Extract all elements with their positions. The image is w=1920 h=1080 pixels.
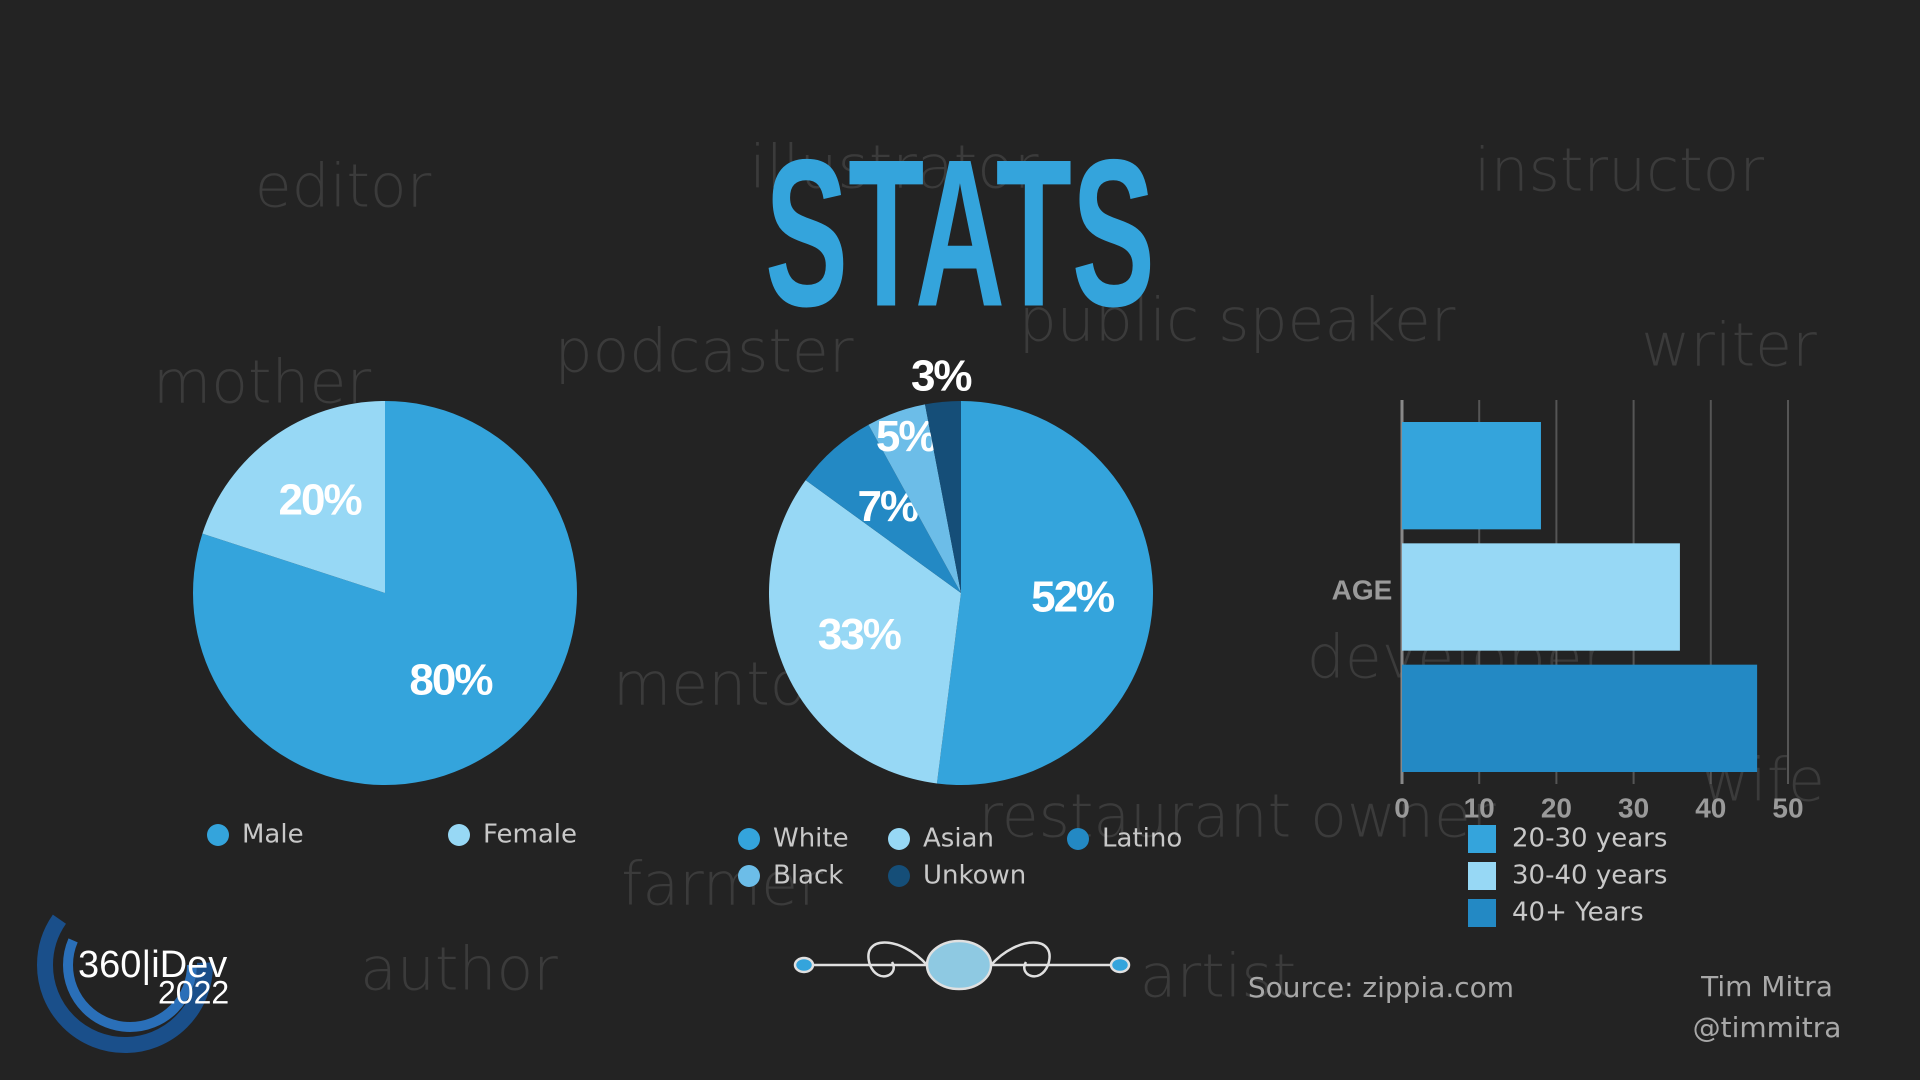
- background-word: public speaker: [1019, 286, 1456, 356]
- pie-slice: [936, 401, 1153, 785]
- charts: 80%Male20%Female52%White33%Asian7%Latino…: [193, 352, 1804, 928]
- background-word: artist: [1140, 942, 1296, 1012]
- legend-marker: [1468, 862, 1496, 890]
- background-word: instructor: [1474, 136, 1764, 206]
- ornament-swirl: [867, 941, 928, 978]
- pie-slice: [805, 424, 961, 593]
- background-word: author: [360, 935, 558, 1005]
- source: Source: zippia.com: [1248, 971, 1514, 1004]
- background-word: podcaster: [554, 317, 853, 387]
- legend-marker: [207, 824, 229, 846]
- legend-label: 30-40 years: [1512, 861, 1667, 891]
- logo-ring: [37, 877, 213, 1053]
- legend-marker: [448, 824, 470, 846]
- pie-label: 20%: [279, 476, 362, 525]
- legend-label: Black: [773, 861, 843, 891]
- handle: @timmitra: [1693, 1011, 1842, 1044]
- legend-label: 20-30 years: [1512, 824, 1667, 854]
- legend-label: White: [773, 824, 849, 854]
- pie-slice: [868, 404, 961, 593]
- logo: 360|iDev 2022: [37, 877, 229, 1053]
- legend-marker: [738, 828, 760, 850]
- legend-label: 40+ Years: [1512, 898, 1644, 928]
- x-tick-label: 0: [1394, 792, 1410, 823]
- legend-label: Male: [242, 820, 304, 850]
- background-word: writer: [1641, 311, 1817, 381]
- bar: [1402, 422, 1541, 530]
- legend-label: Unkown: [923, 861, 1026, 891]
- logo-ring: [63, 898, 197, 1032]
- legend-marker: [888, 828, 910, 850]
- pie-slice: [769, 480, 961, 784]
- x-tick-label: 40: [1695, 792, 1726, 823]
- x-tick-label: 50: [1772, 792, 1803, 823]
- legend-marker: [1067, 828, 1089, 850]
- x-tick-label: 10: [1464, 792, 1495, 823]
- legend-label: Asian: [923, 824, 994, 854]
- y-tick-label: AGE: [1332, 574, 1393, 605]
- ornament-end: [793, 956, 815, 974]
- ornament: [793, 939, 1131, 991]
- pie-label: 80%: [409, 656, 492, 705]
- pie-label: 5%: [876, 412, 936, 461]
- pie-label: 52%: [1031, 573, 1114, 622]
- background-word: editor: [255, 152, 432, 222]
- legend-label: Latino: [1102, 824, 1182, 854]
- ornament-end: [1109, 956, 1131, 974]
- legend-label: Female: [483, 820, 577, 850]
- pie-slice: [202, 401, 385, 593]
- pie-label: 33%: [818, 610, 901, 659]
- background-word: farmer: [621, 850, 823, 920]
- pie-label: 3%: [911, 352, 971, 401]
- background-word: illustrator: [749, 133, 1038, 203]
- legend-marker: [1468, 825, 1496, 853]
- background-word: mother: [153, 348, 372, 418]
- legend-marker: [1468, 899, 1496, 927]
- legend-marker: [738, 865, 760, 887]
- bar: [1402, 543, 1680, 651]
- logo-year: 2022: [158, 974, 229, 1010]
- ornament-center: [925, 939, 993, 991]
- background-word: restaurant owner: [978, 782, 1496, 852]
- legend-marker: [888, 865, 910, 887]
- author: Tim Mitra: [1700, 970, 1833, 1003]
- logo-name: 360|iDev: [78, 944, 227, 986]
- slide-title: STATS: [765, 115, 1155, 350]
- x-tick-label: 20: [1541, 792, 1572, 823]
- bar: [1402, 664, 1758, 772]
- background-words: editor illustrator instructor podcaster publ…: [153, 133, 1825, 1012]
- x-tick-label: 30: [1618, 792, 1649, 823]
- ornament-swirl: [990, 941, 1051, 978]
- pie-slice: [925, 401, 961, 593]
